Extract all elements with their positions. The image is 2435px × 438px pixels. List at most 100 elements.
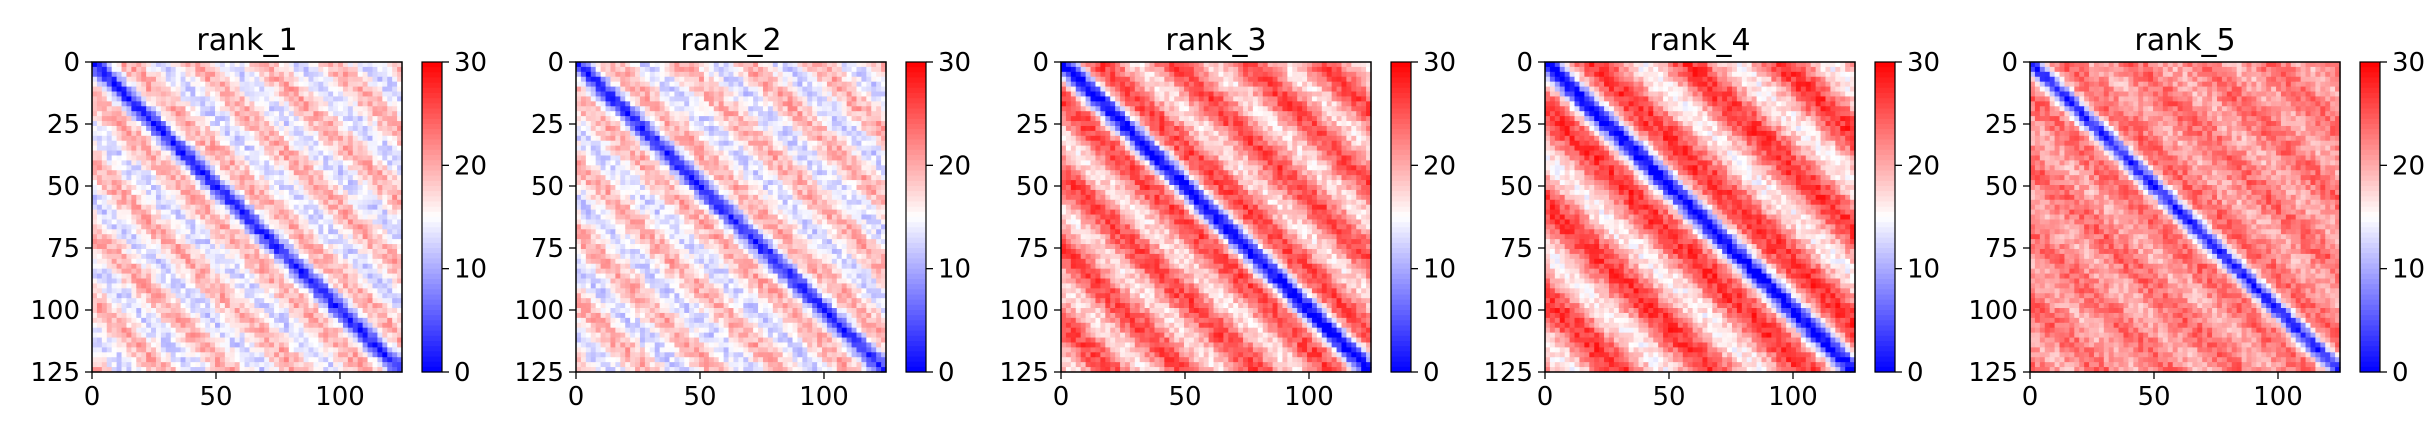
heatmap-cell — [293, 209, 300, 216]
heatmap-cell — [318, 219, 324, 225]
heatmap-cell — [254, 234, 260, 240]
heatmap-cell — [708, 116, 715, 122]
heatmap-cell — [116, 219, 123, 225]
heatmap-cell — [362, 362, 369, 368]
heatmap-cell — [219, 312, 226, 319]
heatmap-cell — [333, 253, 339, 260]
heatmap-cell — [367, 322, 374, 329]
heatmap-cell — [111, 219, 118, 225]
heatmap-cell — [195, 165, 201, 171]
heatmap-cell — [298, 116, 305, 122]
heatmap-cell — [625, 66, 631, 73]
heatmap-cell — [269, 101, 275, 107]
heatmap-cell — [106, 283, 113, 289]
heatmap-cell — [328, 199, 334, 206]
heatmap-cell — [313, 239, 319, 245]
heatmap-cell — [871, 62, 877, 68]
heatmap-cell — [239, 288, 246, 294]
heatmap-cell — [397, 125, 403, 132]
heatmap-cell — [229, 76, 236, 83]
heatmap-cell — [136, 288, 142, 294]
heatmap-cell — [269, 135, 275, 142]
heatmap-cell — [758, 121, 764, 127]
heatmap-cell — [881, 76, 887, 83]
heatmap-cell — [175, 121, 182, 127]
heatmap-cell — [170, 288, 177, 294]
heatmap-cell — [239, 229, 246, 235]
heatmap-cell — [136, 62, 142, 68]
heatmap-cell — [283, 140, 290, 147]
heatmap-cell — [101, 96, 108, 102]
heatmap-cell — [787, 76, 794, 83]
heatmap-cell — [664, 111, 671, 117]
heatmap-cell — [308, 244, 315, 250]
heatmap-cell — [244, 204, 251, 211]
heatmap-cell — [180, 268, 187, 275]
colorbar-segment — [422, 139, 442, 146]
heatmap-cell — [392, 253, 398, 260]
heatmap-cell — [274, 288, 280, 294]
heatmap-cell — [269, 367, 275, 373]
colorbar-segment — [422, 320, 442, 327]
heatmap-cell — [743, 66, 749, 73]
heatmap-cell — [121, 130, 128, 137]
heatmap-cell — [210, 278, 216, 285]
heatmap-cell — [185, 214, 192, 221]
colorbar-segment — [422, 310, 442, 316]
heatmap-cell — [846, 101, 853, 107]
heatmap-cell — [362, 293, 369, 299]
heatmap-cell — [382, 273, 388, 280]
heatmap-cell — [318, 229, 324, 235]
heatmap-cell — [101, 347, 108, 353]
heatmap-cell — [703, 116, 710, 122]
heatmap-cell — [180, 362, 187, 368]
heatmap-cell — [866, 71, 872, 78]
heatmap-cell — [347, 209, 354, 216]
heatmap-cell — [274, 199, 280, 206]
heatmap-cell — [347, 199, 354, 206]
heatmap-cell — [210, 362, 216, 368]
heatmap-cell — [762, 106, 769, 112]
heatmap-cell — [101, 283, 108, 289]
heatmap-cell — [239, 303, 246, 309]
heatmap-cell — [674, 71, 680, 78]
heatmap-cell — [200, 308, 206, 314]
heatmap-cell — [278, 253, 285, 260]
heatmap-cell — [777, 62, 784, 68]
heatmap-cell — [352, 150, 359, 157]
heatmap-cell — [219, 253, 226, 260]
heatmap-cell — [180, 165, 187, 171]
heatmap-cell — [772, 91, 779, 98]
heatmap-cell — [269, 71, 275, 78]
heatmap-cell — [200, 106, 206, 112]
heatmap-cell — [155, 293, 162, 299]
heatmap-cell — [195, 322, 201, 329]
heatmap-cell — [259, 189, 265, 196]
heatmap-cell — [259, 116, 265, 122]
heatmap-cell — [126, 116, 132, 122]
heatmap-cell — [121, 116, 128, 122]
heatmap-cell — [338, 342, 344, 348]
heatmap-cell — [328, 189, 334, 196]
heatmap-cell — [397, 229, 403, 235]
heatmap-cell — [288, 342, 295, 348]
heatmap-cell — [753, 71, 759, 78]
heatmap-cell — [605, 76, 612, 83]
heatmap-cell — [347, 180, 354, 186]
heatmap-cell — [347, 130, 354, 137]
heatmap-cell — [659, 91, 666, 98]
heatmap-cell — [264, 224, 270, 230]
heatmap-cell — [377, 106, 383, 112]
heatmap-cell — [313, 308, 319, 314]
heatmap-cell — [372, 298, 378, 304]
heatmap-cell — [136, 91, 142, 98]
heatmap-cell — [190, 303, 196, 309]
heatmap-cell — [116, 303, 123, 309]
heatmap-cell — [160, 308, 167, 314]
heatmap-cell — [723, 116, 730, 122]
heatmap-cell — [96, 293, 103, 299]
heatmap-cell — [293, 312, 300, 319]
heatmap-cell — [219, 125, 226, 132]
heatmap-cell — [630, 86, 636, 93]
heatmap-cell — [151, 229, 157, 235]
